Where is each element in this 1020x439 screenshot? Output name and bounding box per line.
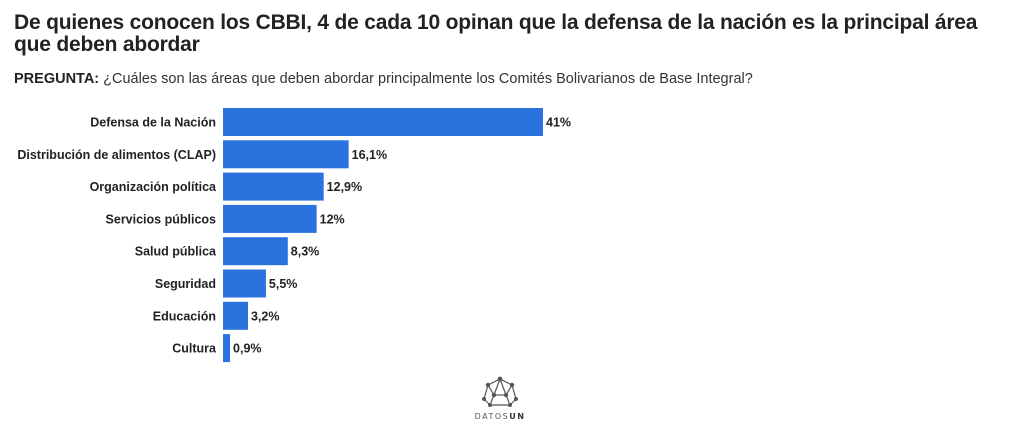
network-logo-icon	[482, 376, 518, 407]
value-label-defensa-de-la-nacion: 41%	[546, 116, 571, 130]
value-label-distribucion-de-alimentos-clap: 16,1%	[352, 148, 387, 162]
category-label-servicios-publicos: Servicios públicos	[106, 212, 217, 226]
question-label: PREGUNTA:	[14, 71, 100, 87]
bar-cultura	[223, 334, 231, 363]
brand-name-a: DATOS	[474, 412, 510, 421]
question-text: ¿Cuáles son las áreas que deben abordar …	[99, 71, 753, 87]
brand-wordmark: DATOSUN	[470, 412, 530, 421]
value-label-educacion: 3,2%	[251, 309, 280, 323]
category-label-organizacion-politica: Organización política	[90, 180, 217, 194]
category-label-salud-publica: Salud pública	[135, 245, 217, 259]
question-line: PREGUNTA: ¿Cuáles son las áreas que debe…	[14, 70, 1009, 88]
value-label-servicios-publicos: 12%	[320, 212, 345, 226]
bar-educacion	[223, 301, 248, 330]
bar-servicios-publicos	[223, 204, 317, 233]
value-label-seguridad: 5,5%	[269, 277, 298, 291]
category-label-distribucion-de-alimentos-clap: Distribución de alimentos (CLAP)	[17, 148, 216, 162]
bar-salud-publica	[223, 237, 288, 266]
chart-title: De quienes conocen los CBBI, 4 de cada 1…	[14, 11, 978, 56]
category-label-defensa-de-la-nacion: Defensa de la Nación	[90, 116, 216, 130]
bar-chart: Defensa de la Nación 41% Distribución de a…	[17, 108, 571, 363]
value-label-organizacion-politica: 12,9%	[327, 180, 362, 194]
value-label-salud-publica: 8,3%	[291, 245, 320, 259]
category-label-educacion: Educación	[153, 309, 216, 323]
datosun-logo: DATOSUN	[470, 375, 530, 425]
category-label-seguridad: Seguridad	[155, 277, 216, 291]
category-label-cultura: Cultura	[172, 342, 217, 356]
brand-name-b: UN	[509, 412, 526, 421]
value-label-cultura: 0,9%	[233, 342, 262, 356]
bar-seguridad	[223, 269, 266, 298]
bar-organizacion-politica	[223, 172, 324, 201]
bar-distribucion-de-alimentos-clap	[223, 140, 349, 169]
bar-defensa-de-la-nacion	[223, 108, 543, 136]
